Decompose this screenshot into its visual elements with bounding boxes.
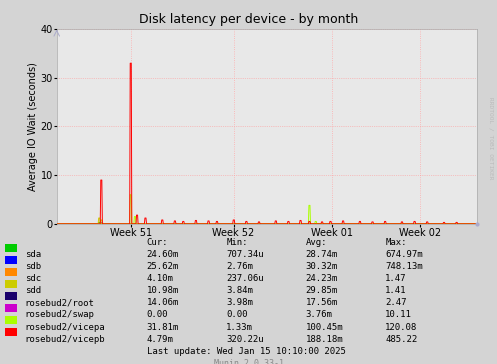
Text: 120.08: 120.08 [385, 323, 417, 332]
Text: 28.74m: 28.74m [306, 250, 338, 260]
Text: 707.34u: 707.34u [226, 250, 264, 260]
Text: 3.84m: 3.84m [226, 286, 253, 296]
Text: sda: sda [25, 250, 41, 260]
Text: 4.79m: 4.79m [147, 335, 173, 344]
Text: 237.06u: 237.06u [226, 274, 264, 284]
Text: 485.22: 485.22 [385, 335, 417, 344]
Text: Avg:: Avg: [306, 238, 327, 248]
Text: 2.76m: 2.76m [226, 262, 253, 272]
Text: 100.45m: 100.45m [306, 323, 343, 332]
Text: Disk latency per device - by month: Disk latency per device - by month [139, 13, 358, 26]
Text: 0.00: 0.00 [147, 310, 168, 320]
Text: 1.33m: 1.33m [226, 323, 253, 332]
Text: Cur:: Cur: [147, 238, 168, 248]
Text: rosebud2/vicepa: rosebud2/vicepa [25, 323, 105, 332]
Text: Max:: Max: [385, 238, 407, 248]
Text: 188.18m: 188.18m [306, 335, 343, 344]
Text: 25.62m: 25.62m [147, 262, 179, 272]
Text: 2.47: 2.47 [385, 298, 407, 308]
Text: 24.23m: 24.23m [306, 274, 338, 284]
Text: sdc: sdc [25, 274, 41, 284]
Text: 31.81m: 31.81m [147, 323, 179, 332]
Text: Munin 2.0.33-1: Munin 2.0.33-1 [214, 359, 283, 364]
Text: rosebud2/swap: rosebud2/swap [25, 310, 95, 320]
Text: 10.98m: 10.98m [147, 286, 179, 296]
Text: sdd: sdd [25, 286, 41, 296]
Text: 1.47: 1.47 [385, 274, 407, 284]
Text: rosebud2/root: rosebud2/root [25, 298, 95, 308]
Text: rosebud2/vicepb: rosebud2/vicepb [25, 335, 105, 344]
Text: 1.41: 1.41 [385, 286, 407, 296]
Text: Min:: Min: [226, 238, 248, 248]
Text: 3.76m: 3.76m [306, 310, 332, 320]
Text: sdb: sdb [25, 262, 41, 272]
Y-axis label: Average IO Wait (seconds): Average IO Wait (seconds) [28, 62, 38, 191]
Text: Last update: Wed Jan 15 10:10:00 2025: Last update: Wed Jan 15 10:10:00 2025 [147, 347, 345, 356]
Text: 674.97m: 674.97m [385, 250, 423, 260]
Text: 14.06m: 14.06m [147, 298, 179, 308]
Text: 29.85m: 29.85m [306, 286, 338, 296]
Text: 0.00: 0.00 [226, 310, 248, 320]
Text: 748.13m: 748.13m [385, 262, 423, 272]
Text: 17.56m: 17.56m [306, 298, 338, 308]
Text: 4.10m: 4.10m [147, 274, 173, 284]
Text: RRDTOOL / TOBI OETIKER: RRDTOOL / TOBI OETIKER [489, 97, 494, 179]
Text: 30.32m: 30.32m [306, 262, 338, 272]
Text: 320.22u: 320.22u [226, 335, 264, 344]
Text: 24.60m: 24.60m [147, 250, 179, 260]
Text: 10.11: 10.11 [385, 310, 412, 320]
Text: 3.98m: 3.98m [226, 298, 253, 308]
